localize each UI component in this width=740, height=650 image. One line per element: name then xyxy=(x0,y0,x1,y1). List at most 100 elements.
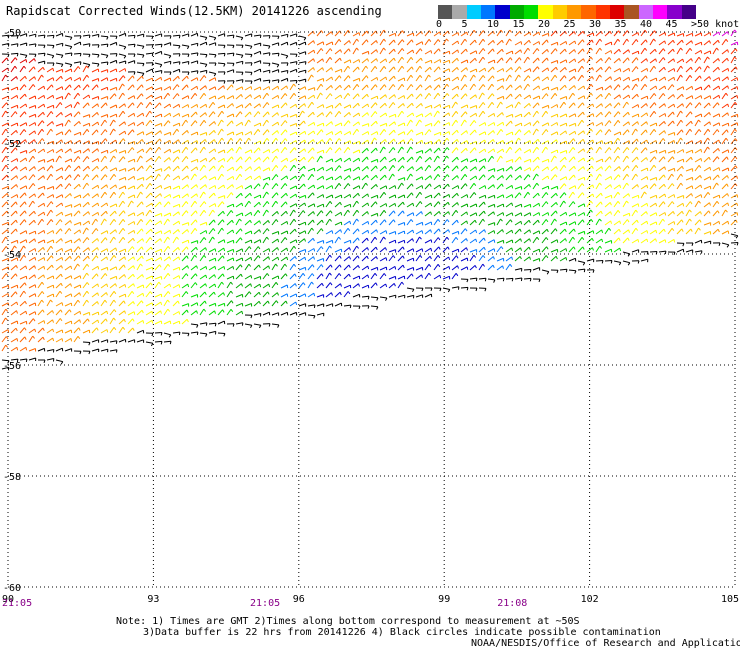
wind-barb xyxy=(37,218,43,226)
wind-barb-flag xyxy=(275,155,278,159)
wind-barb xyxy=(505,212,513,217)
wind-barb-flag xyxy=(160,332,163,336)
wind-barb xyxy=(163,103,171,109)
wind-barb xyxy=(487,264,494,271)
wind-barb xyxy=(622,193,629,199)
wind-barb xyxy=(676,228,683,235)
wind-barb-flag xyxy=(114,93,117,97)
wind-barb-flag xyxy=(187,104,190,108)
wind-barb xyxy=(190,273,196,280)
wind-barb xyxy=(82,282,88,289)
wind-barb xyxy=(613,48,620,55)
wind-barb-flag xyxy=(447,202,450,206)
wind-barb xyxy=(469,183,475,190)
wind-barb-flag xyxy=(366,84,369,88)
wind-barb xyxy=(685,75,691,82)
wind-barb xyxy=(424,85,431,91)
wind-barb xyxy=(631,104,639,109)
wind-barb-flag xyxy=(96,273,99,277)
wind-barb-flag xyxy=(329,138,333,141)
wind-barb-flag xyxy=(186,319,189,323)
wind-barb-flag xyxy=(133,221,136,225)
wind-barb xyxy=(397,139,404,145)
wind-barb xyxy=(523,174,529,181)
wind-barb-flag xyxy=(23,65,27,69)
wind-barb xyxy=(28,130,35,136)
wind-barb xyxy=(163,157,170,163)
wind-barb xyxy=(154,238,161,244)
wind-barb xyxy=(559,130,566,136)
wind-barb xyxy=(667,103,675,109)
wind-barb xyxy=(397,182,403,190)
wind-barb xyxy=(550,60,558,64)
wind-barb-flag xyxy=(662,138,666,142)
wind-barb-flag xyxy=(232,167,235,171)
wind-barb xyxy=(433,84,440,91)
wind-barb-flag xyxy=(96,247,99,251)
wind-barb-flag xyxy=(169,230,172,234)
wind-barb-flag xyxy=(140,219,144,222)
wind-barb-flag xyxy=(295,80,298,84)
wind-barb xyxy=(622,129,628,136)
wind-barb xyxy=(514,93,521,100)
wind-barb-flag xyxy=(158,146,162,150)
wind-barb xyxy=(217,85,224,91)
wind-barb xyxy=(109,174,115,181)
wind-barb xyxy=(586,258,594,262)
wind-barb-flag xyxy=(302,273,306,277)
wind-barb xyxy=(37,327,44,334)
wind-barb-flag xyxy=(411,102,414,107)
wind-barb xyxy=(37,257,45,262)
wind-barb xyxy=(91,193,98,199)
wind-barb xyxy=(487,184,494,190)
wind-barb xyxy=(208,236,214,244)
wind-barb-flag xyxy=(78,210,81,214)
wind-barb-flag xyxy=(392,173,395,177)
wind-barb xyxy=(730,242,739,244)
wind-barb-flag xyxy=(419,236,422,240)
wind-barb-flag xyxy=(385,76,388,81)
wind-barb xyxy=(55,96,63,100)
wind-barb-flag xyxy=(286,247,289,252)
wind-barb-flag xyxy=(401,110,405,114)
wind-barb xyxy=(199,332,207,335)
wind-barb-flag xyxy=(393,39,396,43)
wind-barb xyxy=(19,103,27,109)
wind-barb xyxy=(298,61,306,64)
wind-barb-flag xyxy=(86,290,90,294)
wind-barb-flag xyxy=(518,74,521,78)
wind-barb xyxy=(271,300,277,307)
wind-barb-flag xyxy=(250,324,253,329)
wind-barb xyxy=(568,228,575,235)
wind-barb xyxy=(334,283,341,289)
wind-barb xyxy=(280,85,287,91)
wind-barb-flag xyxy=(79,61,82,65)
wind-barb-flag xyxy=(142,54,145,58)
wind-barb xyxy=(361,75,367,82)
wind-barb xyxy=(505,194,513,199)
wind-barb xyxy=(640,176,648,181)
wind-barb xyxy=(559,211,567,217)
wind-barb xyxy=(370,147,377,154)
wind-barb-flag xyxy=(222,309,225,313)
wind-barb-flag xyxy=(240,283,243,287)
wind-barb-flag xyxy=(673,140,676,144)
wind-barb xyxy=(406,138,412,145)
wind-barb-flag xyxy=(277,36,280,40)
wind-barb xyxy=(28,293,36,298)
wind-barb-flag xyxy=(79,292,81,296)
wind-barb xyxy=(451,40,458,46)
wind-barb xyxy=(730,202,737,208)
wind-barb-flag xyxy=(221,173,224,177)
wind-barb xyxy=(100,96,108,100)
wind-barb-flag xyxy=(592,184,595,188)
wind-barb xyxy=(568,122,576,127)
wind-barb xyxy=(361,123,369,127)
wind-barb-flag xyxy=(312,219,315,223)
wind-barb xyxy=(154,184,162,190)
wind-barb xyxy=(505,184,513,190)
wind-barb xyxy=(91,283,98,289)
wind-barb xyxy=(469,112,477,118)
wind-barb-flag xyxy=(536,110,539,114)
wind-barb xyxy=(199,146,205,154)
